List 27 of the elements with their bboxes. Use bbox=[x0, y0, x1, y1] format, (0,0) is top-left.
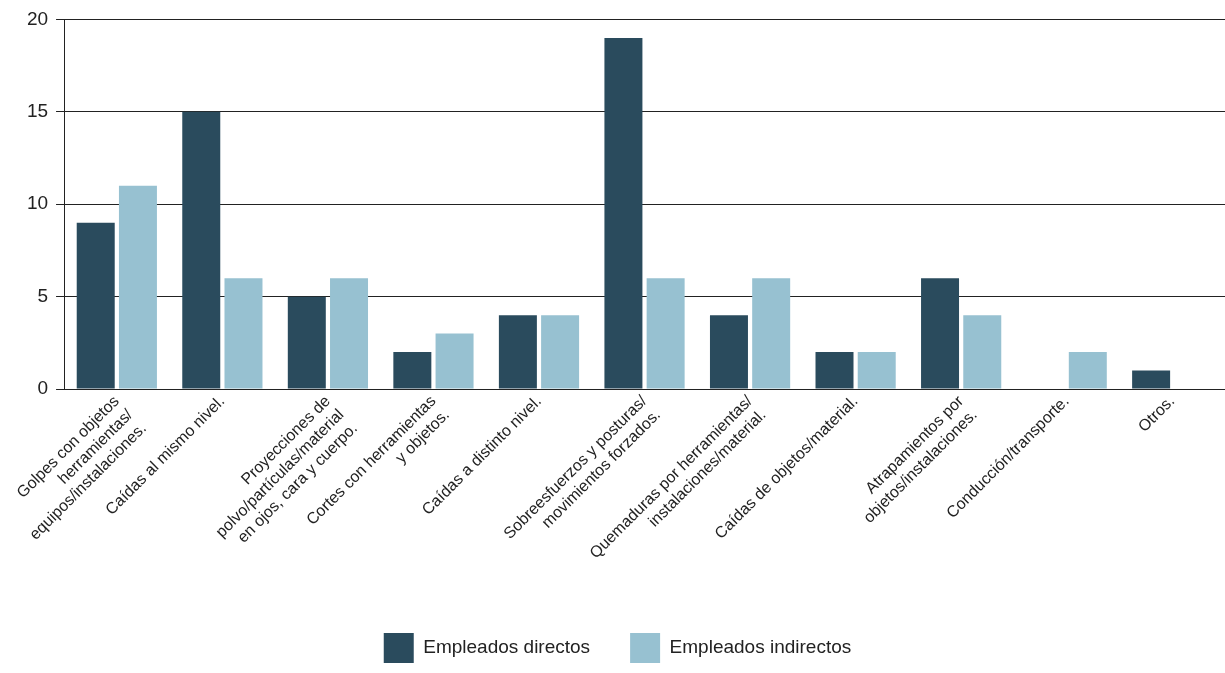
bar bbox=[435, 333, 474, 389]
bar bbox=[118, 185, 157, 389]
y-tick-label: 15 bbox=[26, 100, 49, 122]
bar bbox=[921, 278, 960, 389]
bar bbox=[1068, 352, 1107, 389]
bar bbox=[604, 37, 643, 389]
bar bbox=[857, 352, 896, 389]
bar bbox=[498, 315, 537, 389]
legend-label: Empleados indirectos bbox=[669, 636, 852, 658]
bar bbox=[963, 315, 1002, 389]
y-tick-label: 10 bbox=[26, 192, 49, 214]
bar bbox=[1132, 370, 1171, 389]
bar bbox=[330, 278, 369, 389]
bar bbox=[752, 278, 791, 389]
legend-label: Empleados directos bbox=[423, 636, 591, 658]
bar bbox=[182, 111, 221, 389]
bar bbox=[541, 315, 580, 389]
bar bbox=[646, 278, 685, 389]
y-tick-label: 0 bbox=[37, 377, 49, 399]
y-tick-label: 20 bbox=[26, 7, 49, 29]
bar bbox=[224, 278, 263, 389]
y-tick-label: 5 bbox=[37, 284, 49, 306]
bar bbox=[287, 296, 326, 389]
bar bbox=[76, 222, 115, 389]
bar bbox=[709, 315, 748, 389]
bar bbox=[393, 352, 432, 389]
bar bbox=[815, 352, 854, 389]
